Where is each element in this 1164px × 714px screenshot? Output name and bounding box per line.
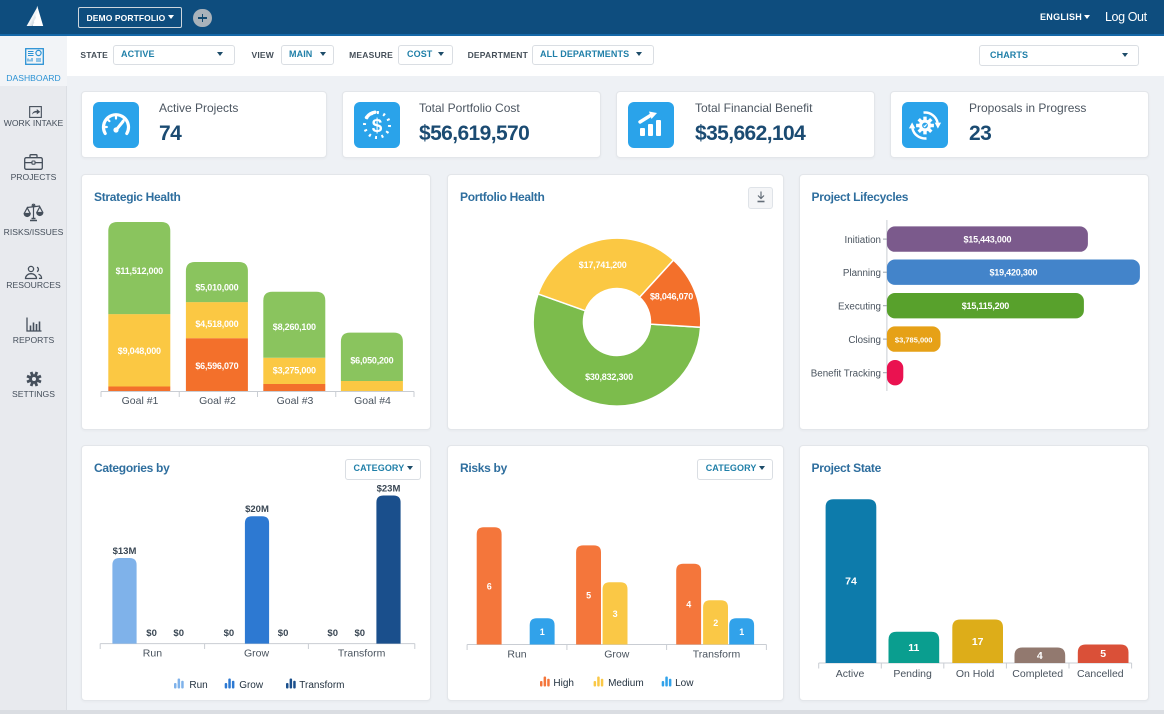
svg-text:$0: $0	[327, 628, 338, 639]
svg-text:Transform: Transform	[299, 680, 344, 691]
svg-text:6: 6	[487, 581, 492, 591]
svg-text:Initiation: Initiation	[844, 235, 881, 246]
svg-text:Run: Run	[189, 680, 207, 691]
svg-text:2: 2	[713, 618, 718, 628]
svg-text:$8,046,070: $8,046,070	[650, 292, 693, 302]
svg-text:$15,443,000: $15,443,000	[963, 235, 1011, 245]
svg-text:1: 1	[540, 627, 545, 637]
svg-text:$0: $0	[355, 628, 366, 639]
svg-text:Completed: Completed	[1012, 668, 1063, 680]
svg-text:$0: $0	[278, 628, 289, 639]
svg-text:Goal #3: Goal #3	[277, 395, 314, 407]
svg-text:Low: Low	[675, 678, 694, 689]
svg-text:$17,741,200: $17,741,200	[579, 260, 627, 270]
svg-text:$15,115,200: $15,115,200	[961, 301, 1009, 311]
svg-text:Run: Run	[143, 648, 162, 660]
svg-text:Transform: Transform	[338, 648, 386, 660]
svg-text:5: 5	[586, 590, 591, 600]
svg-text:Medium: Medium	[608, 678, 644, 689]
svg-text:4: 4	[1036, 650, 1042, 662]
svg-text:High: High	[553, 678, 574, 689]
svg-text:11: 11	[908, 642, 919, 654]
svg-text:Goal #4: Goal #4	[354, 395, 391, 407]
svg-text:74: 74	[845, 576, 857, 588]
svg-text:On Hold: On Hold	[955, 668, 994, 680]
svg-text:$3,785,000: $3,785,000	[894, 336, 932, 345]
svg-text:$19,420,300: $19,420,300	[989, 268, 1037, 278]
svg-text:Grow: Grow	[239, 680, 264, 691]
svg-text:4: 4	[686, 600, 691, 610]
svg-text:$4,518,000: $4,518,000	[195, 319, 238, 329]
svg-text:$20M: $20M	[245, 504, 269, 515]
svg-text:Grow: Grow	[604, 649, 630, 661]
svg-text:$13M: $13M	[113, 546, 137, 557]
svg-text:Active: Active	[835, 668, 864, 680]
svg-text:$0: $0	[173, 628, 184, 639]
svg-text:$3,275,000: $3,275,000	[273, 366, 316, 376]
svg-text:$5,010,000: $5,010,000	[195, 283, 238, 293]
svg-text:$8,260,100: $8,260,100	[273, 322, 316, 332]
svg-text:17: 17	[971, 636, 983, 648]
svg-text:Run: Run	[507, 649, 526, 661]
svg-text:$6,596,070: $6,596,070	[195, 361, 238, 371]
svg-text:Grow: Grow	[244, 648, 270, 660]
svg-text:$0: $0	[224, 628, 235, 639]
svg-text:$30,832,300: $30,832,300	[585, 372, 633, 382]
svg-text:Goal #1: Goal #1	[122, 395, 159, 407]
svg-text:$23M: $23M	[377, 484, 401, 495]
svg-text:Planning: Planning	[842, 268, 880, 279]
svg-text:Pending: Pending	[893, 668, 932, 680]
svg-text:Transform: Transform	[693, 649, 741, 661]
svg-text:$11,512,000: $11,512,000	[116, 266, 164, 276]
svg-text:1: 1	[739, 627, 744, 637]
svg-text:Goal #2: Goal #2	[199, 395, 236, 407]
svg-text:$6,050,200: $6,050,200	[350, 356, 393, 366]
svg-text:$9,048,000: $9,048,000	[118, 346, 161, 356]
svg-text:Benefit Tracking: Benefit Tracking	[810, 369, 880, 380]
svg-text:Executing: Executing	[837, 302, 880, 313]
svg-text:$: $	[372, 116, 383, 137]
svg-text:$0: $0	[146, 628, 157, 639]
svg-text:Cancelled: Cancelled	[1076, 668, 1123, 680]
svg-text:3: 3	[613, 609, 618, 619]
svg-text:5: 5	[1100, 648, 1106, 660]
svg-text:Closing: Closing	[848, 335, 881, 346]
